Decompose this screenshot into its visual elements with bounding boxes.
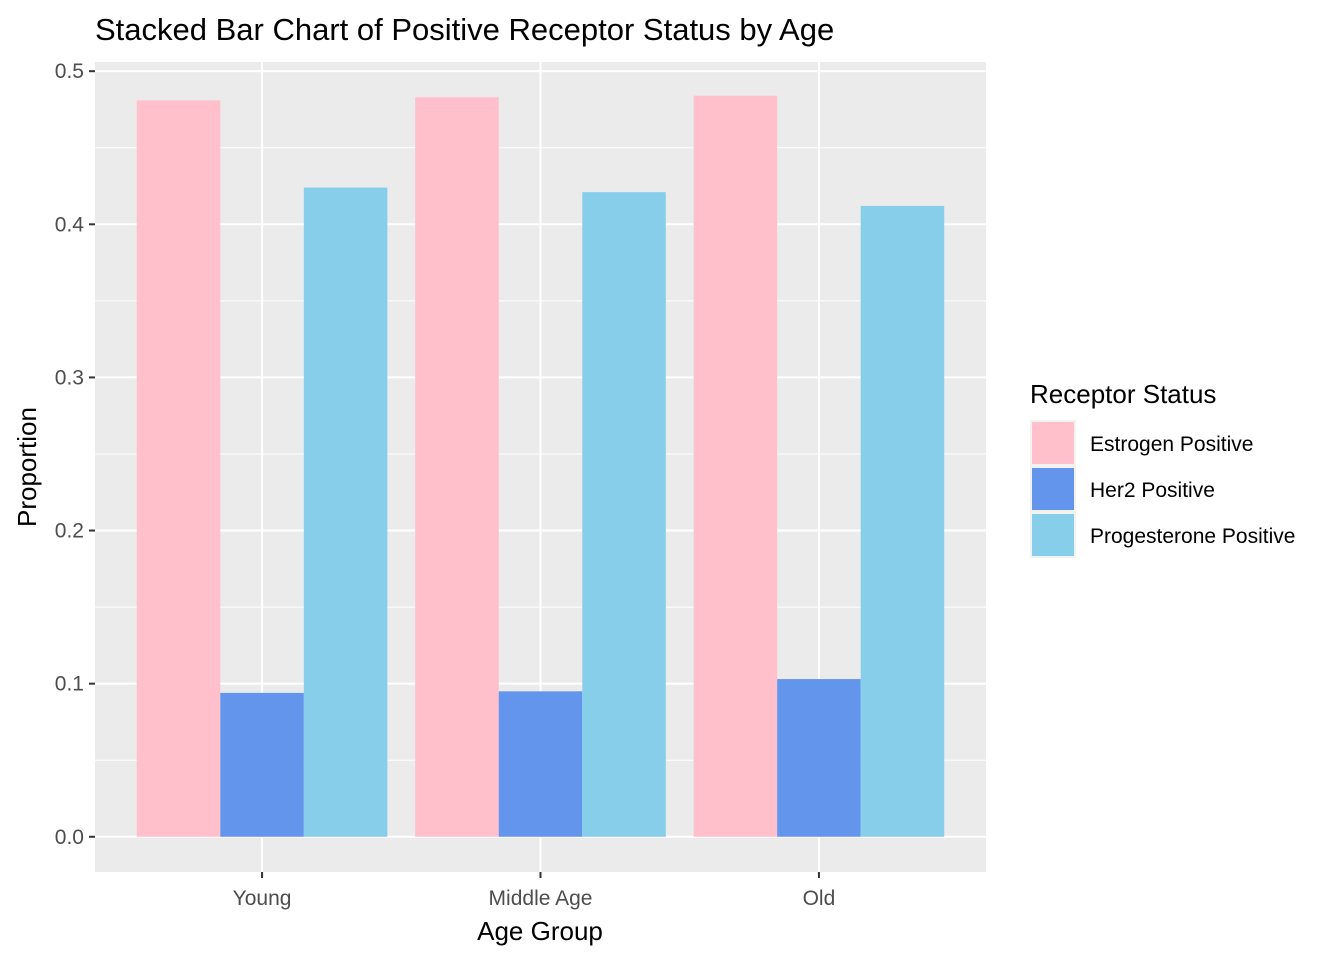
y-tick-label: 0.4	[55, 213, 85, 236]
y-tick-label: 0.1	[55, 673, 84, 696]
x-tick-label: Middle Age	[489, 887, 593, 910]
legend-label: Estrogen Positive	[1090, 433, 1253, 456]
legend: Receptor Status Estrogen Positive Her2 Po…	[1030, 379, 1295, 558]
x-axis: Young Middle Age Old	[233, 872, 836, 910]
bar	[498, 691, 583, 837]
x-tick-label: Old	[803, 887, 836, 910]
legend-title: Receptor Status	[1030, 379, 1216, 409]
bar	[136, 100, 221, 837]
x-tick-label: Young	[233, 887, 292, 910]
legend-key	[1032, 514, 1074, 556]
legend-label: Her2 Positive	[1090, 479, 1215, 502]
y-tick-label: 0.3	[55, 366, 84, 389]
bars	[136, 95, 945, 837]
bar	[220, 692, 304, 837]
y-tick-label: 0.5	[55, 60, 84, 83]
bar	[860, 205, 945, 837]
bar	[777, 679, 861, 837]
bar	[582, 192, 666, 837]
legend-label: Progesterone Positive	[1090, 525, 1295, 548]
y-axis: 0.0 0.1 0.2 0.3 0.4 0.5	[55, 60, 95, 849]
x-axis-title: Age Group	[477, 916, 603, 946]
legend-key	[1032, 468, 1074, 510]
y-tick-label: 0.2	[55, 520, 84, 543]
y-axis-title: Proportion	[12, 407, 42, 527]
bar	[415, 97, 499, 837]
chart-title: Stacked Bar Chart of Positive Receptor S…	[95, 12, 834, 47]
bar	[693, 95, 778, 837]
legend-key	[1032, 422, 1074, 464]
y-tick-label: 0.0	[55, 826, 84, 849]
bar	[303, 187, 388, 837]
